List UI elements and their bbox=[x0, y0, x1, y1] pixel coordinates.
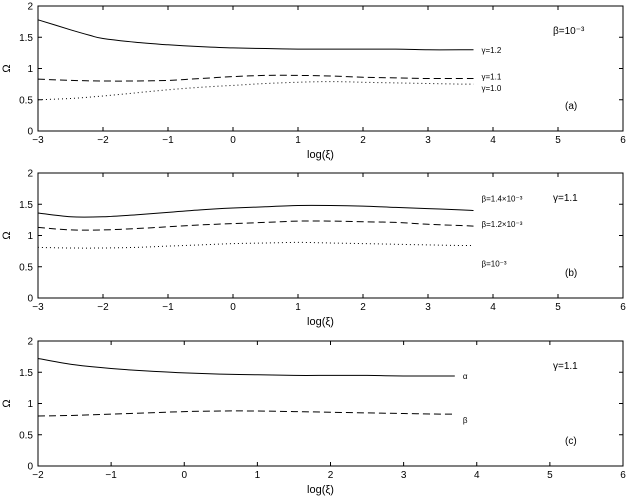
x-tick-label: 0 bbox=[181, 470, 187, 481]
y-tick-label: 2 bbox=[27, 337, 33, 348]
plot-frame bbox=[37, 5, 624, 132]
series-label: β=1.2×10⁻³ bbox=[482, 220, 523, 229]
chart-panel-1: −3 −2 −1 0 1 2 3 4 5 6 0 0.5 1 1.5 2 log(ξ) Ωγ=1.2 γ=1.1 γ… bbox=[1, 2, 626, 162]
y-tick-label: 1 bbox=[27, 399, 33, 410]
y-tick-label: 0 bbox=[27, 127, 33, 138]
series-line-1 bbox=[37, 358, 455, 377]
y-tick-label: 0 bbox=[27, 294, 33, 305]
series-label: β=10⁻³ bbox=[482, 260, 507, 269]
x-tick-label: −3 bbox=[32, 135, 44, 146]
plot-frame bbox=[37, 340, 624, 467]
x-tick-label: −3 bbox=[32, 302, 44, 313]
series-label: γ=1.2 bbox=[482, 46, 502, 55]
x-tick-label: 4 bbox=[490, 302, 496, 313]
y-tick-label: 0.5 bbox=[19, 262, 33, 273]
plot-frame bbox=[37, 172, 624, 299]
x-axis-label: log(ξ) bbox=[307, 149, 334, 161]
chart-panel-2: −3 −2 −1 0 1 2 3 4 5 6 0 0.5 1 1.5 2 log(ξ) Ωβ=1.4×10⁻³ β… bbox=[1, 169, 626, 329]
x-tick-label: 1 bbox=[295, 135, 301, 146]
y-tick-label: 1.5 bbox=[19, 200, 33, 211]
series-label: β=1.4×10⁻³ bbox=[482, 195, 523, 204]
series-label: γ=1.0 bbox=[482, 84, 502, 93]
panel-annotation: γ=1.1 bbox=[553, 193, 578, 204]
y-tick-label: 0.5 bbox=[19, 430, 33, 441]
x-tick-label: 1 bbox=[295, 302, 301, 313]
panel-annotation: γ=1.1 bbox=[553, 361, 578, 372]
series-line-1 bbox=[37, 19, 474, 51]
x-tick-label: −1 bbox=[162, 135, 174, 146]
y-tick-label: 1 bbox=[27, 231, 33, 242]
x-tick-label: 5 bbox=[555, 302, 561, 313]
y-tick-label: 0 bbox=[27, 462, 33, 473]
x-tick-label: 3 bbox=[425, 302, 431, 313]
x-tick-label: 2 bbox=[328, 470, 334, 481]
x-axis-label: log(ξ) bbox=[307, 316, 334, 328]
series-label: β bbox=[463, 416, 468, 425]
y-tick-label: 0.5 bbox=[19, 95, 33, 106]
panel-label: (a) bbox=[565, 101, 577, 112]
series-line-2 bbox=[37, 220, 474, 231]
x-tick-label: −1 bbox=[105, 470, 117, 481]
series-line-3 bbox=[37, 81, 474, 101]
y-tick-label: 2 bbox=[27, 169, 33, 180]
x-tick-label: 6 bbox=[620, 470, 626, 481]
x-tick-label: 3 bbox=[425, 135, 431, 146]
x-tick-label: 1 bbox=[255, 470, 261, 481]
x-tick-label: 6 bbox=[620, 135, 626, 146]
panel-label: (c) bbox=[565, 436, 577, 447]
x-tick-label: 6 bbox=[620, 302, 626, 313]
panel-label: (b) bbox=[565, 268, 577, 279]
y-tick-label: 2 bbox=[27, 2, 33, 13]
series-line-3 bbox=[37, 241, 474, 249]
x-tick-label: 0 bbox=[230, 302, 236, 313]
y-axis-label: Ω bbox=[1, 64, 13, 72]
x-axis-label: log(ξ) bbox=[307, 484, 334, 496]
y-tick-label: 1.5 bbox=[19, 368, 33, 379]
y-tick-label: 1 bbox=[27, 64, 33, 75]
y-axis-label: Ω bbox=[1, 231, 13, 239]
series-label: α bbox=[463, 372, 468, 381]
chart-panel-3: −2 −1 0 1 2 3 4 5 6 0 0.5 1 1.5 2 log(ξ) Ωα β γ=1.1 (c) bbox=[1, 337, 626, 497]
x-tick-label: 5 bbox=[555, 135, 561, 146]
series-line-1 bbox=[37, 204, 474, 218]
x-tick-label: −2 bbox=[32, 470, 44, 481]
x-tick-label: 0 bbox=[230, 135, 236, 146]
x-tick-label: 3 bbox=[401, 470, 407, 481]
x-tick-label: 2 bbox=[360, 302, 366, 313]
series-line-2 bbox=[37, 74, 474, 82]
x-tick-label: 4 bbox=[474, 470, 480, 481]
x-tick-label: 4 bbox=[490, 135, 496, 146]
series-label: γ=1.1 bbox=[482, 73, 502, 82]
y-axis-label: Ω bbox=[1, 399, 13, 407]
y-tick-label: 1.5 bbox=[19, 33, 33, 44]
x-tick-label: −2 bbox=[97, 302, 109, 313]
x-tick-label: −1 bbox=[162, 302, 174, 313]
x-tick-label: 5 bbox=[547, 470, 553, 481]
series-line-2 bbox=[37, 410, 455, 417]
panel-annotation: β=10⁻³ bbox=[553, 26, 585, 37]
x-tick-label: −2 bbox=[97, 135, 109, 146]
x-tick-label: 2 bbox=[360, 135, 366, 146]
